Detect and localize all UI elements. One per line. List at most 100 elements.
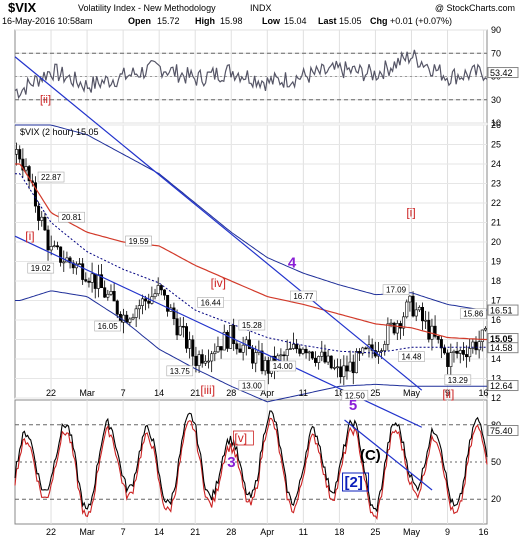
price-callout-box (125, 235, 152, 247)
candle-body (93, 273, 97, 289)
price-value-box (487, 342, 519, 354)
candle-body (326, 355, 330, 363)
price-tick-label: 13 (491, 374, 501, 384)
candle-body (361, 347, 365, 354)
high-label: High (195, 16, 215, 26)
candle-body (175, 318, 179, 336)
candle-body (449, 352, 453, 367)
candle-body (468, 348, 472, 358)
candle-body (295, 343, 299, 350)
candle-body (260, 350, 264, 372)
x-tick-label-bottom: 18 (334, 527, 344, 537)
x-tick-label-mid: Apr (260, 388, 274, 398)
candle-body (336, 366, 340, 369)
candle-body (443, 347, 447, 354)
rsi-value-box (487, 67, 519, 79)
x-tick-label-bottom: 25 (370, 527, 380, 537)
price-callout-box (341, 389, 369, 401)
candle-body (222, 331, 226, 351)
x-tick-label-mid: 11 (299, 388, 308, 398)
price-callout: 13.00 (242, 382, 263, 391)
x-tick-label-mid: May (403, 388, 421, 398)
candle-body (188, 339, 192, 349)
price-tick-label: 23 (491, 179, 501, 189)
trendline-extension (344, 419, 433, 491)
credit-label: @ StockCharts.com (435, 3, 515, 13)
price-tick-label: 26 (491, 120, 501, 130)
x-tick-label-bottom: Apr (260, 527, 274, 537)
last-label: Last (318, 16, 337, 26)
x-tick-label-mid: 25 (370, 388, 380, 398)
x-tick-label-bottom: 21 (190, 527, 200, 537)
candle-body (348, 361, 352, 372)
price-callout-box (37, 171, 65, 183)
price-callout: 19.02 (31, 264, 52, 273)
price-tick-label: 14 (491, 354, 501, 364)
moving-average-slow (15, 163, 487, 341)
candle-body (81, 263, 85, 280)
price-callout-box (166, 365, 194, 377)
candle-body (266, 360, 270, 374)
x-tick-label-mid: 18 (334, 388, 344, 398)
candle-body (235, 343, 239, 350)
x-tick-label-mid: 14 (154, 388, 164, 398)
candle-body (62, 261, 66, 264)
candle-body (307, 351, 311, 354)
wave-label-iii: [iii] (200, 383, 215, 397)
wave-label-v-box (233, 430, 254, 446)
x-tick-label-mid: 21 (190, 388, 200, 398)
candle-body (55, 245, 59, 248)
candle-body (112, 291, 116, 302)
candle-body (436, 336, 440, 340)
stoch-value-box (487, 425, 519, 437)
candle-body (15, 149, 19, 155)
candle-body (285, 349, 289, 356)
price-legend: $VIX (2 hour) 15.05 (20, 127, 99, 137)
candle-body (21, 158, 25, 171)
candle-body (147, 300, 151, 304)
x-tick-label-bottom: 16 (479, 527, 489, 537)
rsi-tick-label: 70 (491, 48, 501, 58)
x-tick-label-mid: Mar (79, 388, 95, 398)
candle-body (364, 347, 368, 350)
price-callout-box (382, 284, 410, 296)
candle-body (392, 322, 396, 334)
price-callout-box (58, 211, 85, 223)
wave-label-i-may: [i] (406, 206, 415, 220)
candle-body (398, 323, 402, 329)
price-callout-box (398, 351, 425, 362)
wave-label-v: [v] (234, 431, 247, 445)
candle-body (342, 365, 346, 378)
candle-body (197, 354, 201, 366)
x-tick-label-bottom: May (403, 527, 421, 537)
price-tick-label: 25 (491, 140, 501, 150)
candle-body (172, 307, 176, 320)
low-label: Low (262, 16, 281, 26)
trendline-upper (14, 56, 423, 391)
candle-body (304, 348, 308, 354)
rsi-tick-label: 10 (491, 118, 501, 128)
price-callout: 14.00 (273, 362, 294, 371)
price-callout: 20.81 (62, 213, 83, 222)
candle-body (78, 263, 82, 265)
stoch-tick-label: 80 (491, 420, 501, 430)
candle-body (383, 344, 387, 351)
candle-body (115, 300, 119, 315)
price-tick-label: 16 (491, 315, 501, 325)
candle-body (386, 323, 390, 345)
candle-body (213, 351, 217, 355)
price-callout-box (27, 262, 55, 274)
candle-body (84, 279, 88, 282)
candle-body (247, 339, 251, 350)
candle-body (162, 289, 166, 296)
chg-label: Chg (370, 16, 388, 26)
candle-body (219, 346, 223, 351)
wave-label-2-box (342, 472, 370, 492)
wave-label-5: 5 (349, 397, 357, 414)
candle-body (232, 325, 236, 344)
candle-body (345, 365, 349, 372)
candle-body (46, 229, 50, 251)
candle-body (455, 350, 459, 354)
candle-body (43, 216, 47, 231)
